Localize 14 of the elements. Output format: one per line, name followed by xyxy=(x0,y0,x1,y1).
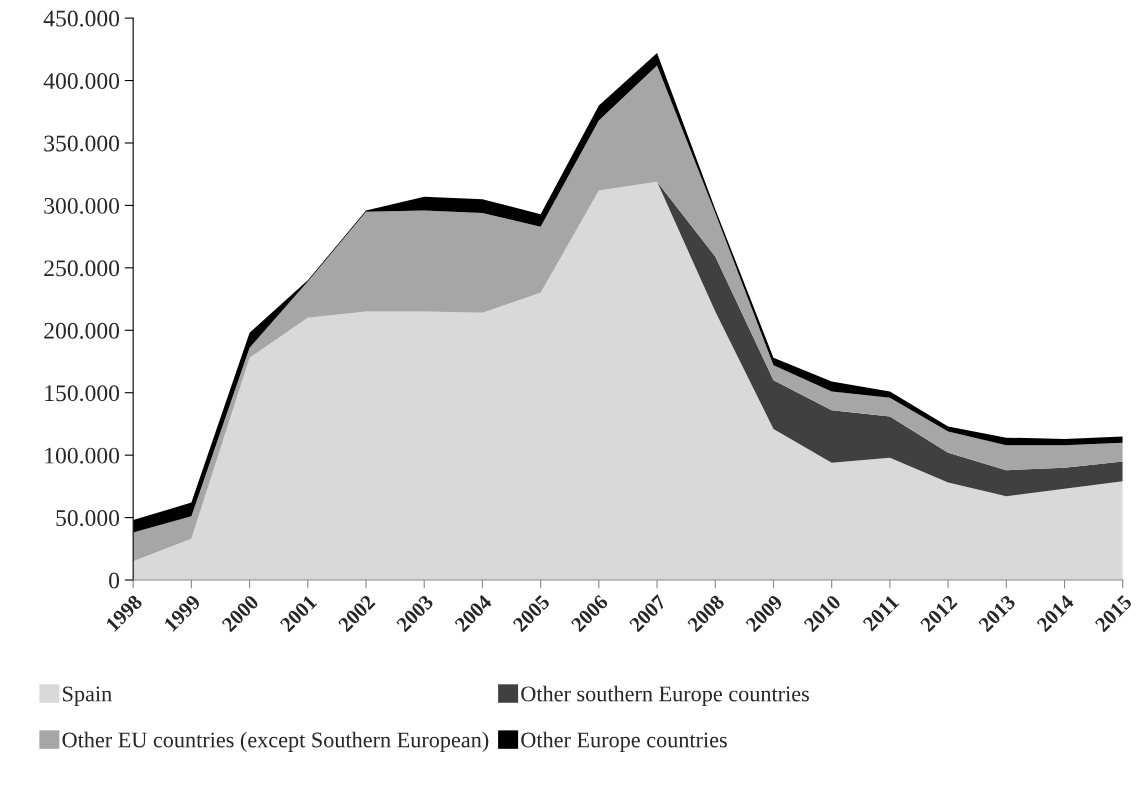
y-tick-label: 300.000 xyxy=(44,197,120,214)
y-tick-label: 100.000 xyxy=(45,447,120,464)
legend-label: Other Europe countries xyxy=(521,731,727,752)
y-tick-label: 450.000 xyxy=(43,10,120,27)
legend-label: Other EU countries (except Southern European) xyxy=(62,731,489,752)
y-tick-label: 0 xyxy=(109,572,120,589)
y-tick-label: 400.000 xyxy=(43,73,120,90)
y-tick-label: 250.000 xyxy=(44,260,120,277)
y-tick-label: 50.000 xyxy=(56,510,120,527)
y-tick-label: 150.000 xyxy=(45,385,120,402)
y-tick-label: 350.000 xyxy=(44,135,120,152)
y-tick-label: 200.000 xyxy=(44,322,120,339)
legend-label: Other southern Europe countries xyxy=(521,685,809,706)
legend-label: Spain xyxy=(63,686,112,706)
